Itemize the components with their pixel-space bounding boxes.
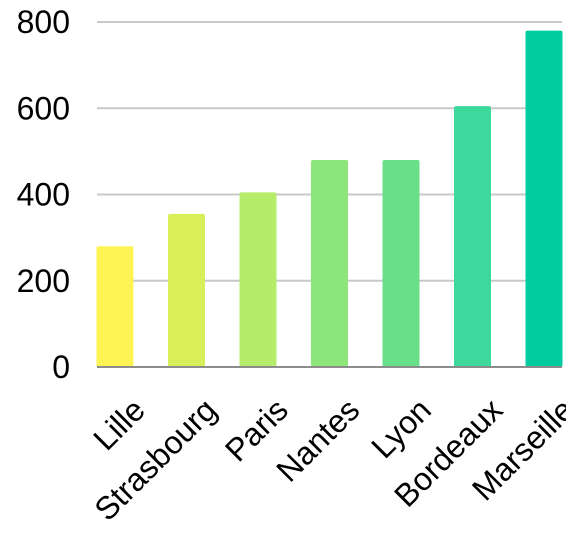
bar-marseille: [525, 30, 563, 367]
bar-paris: [239, 192, 277, 367]
y-tick-label: 800: [17, 4, 70, 40]
x-axis-labels: LilleStrasbourgParisNantesLyonBordeauxMa…: [86, 391, 566, 527]
y-tick-label: 400: [17, 177, 70, 213]
y-tick-label: 0: [52, 349, 70, 385]
bar-lille: [96, 246, 134, 367]
bar-nantes: [311, 160, 348, 367]
bar-lyon: [382, 160, 420, 367]
y-tick-label: 200: [17, 263, 70, 299]
bar-bordeaux: [454, 106, 491, 367]
bar-strasbourg: [168, 213, 205, 367]
bars: [96, 30, 563, 367]
y-axis-ticks: 0 200 400 600 800: [17, 4, 70, 385]
y-tick-label: 600: [17, 90, 70, 126]
